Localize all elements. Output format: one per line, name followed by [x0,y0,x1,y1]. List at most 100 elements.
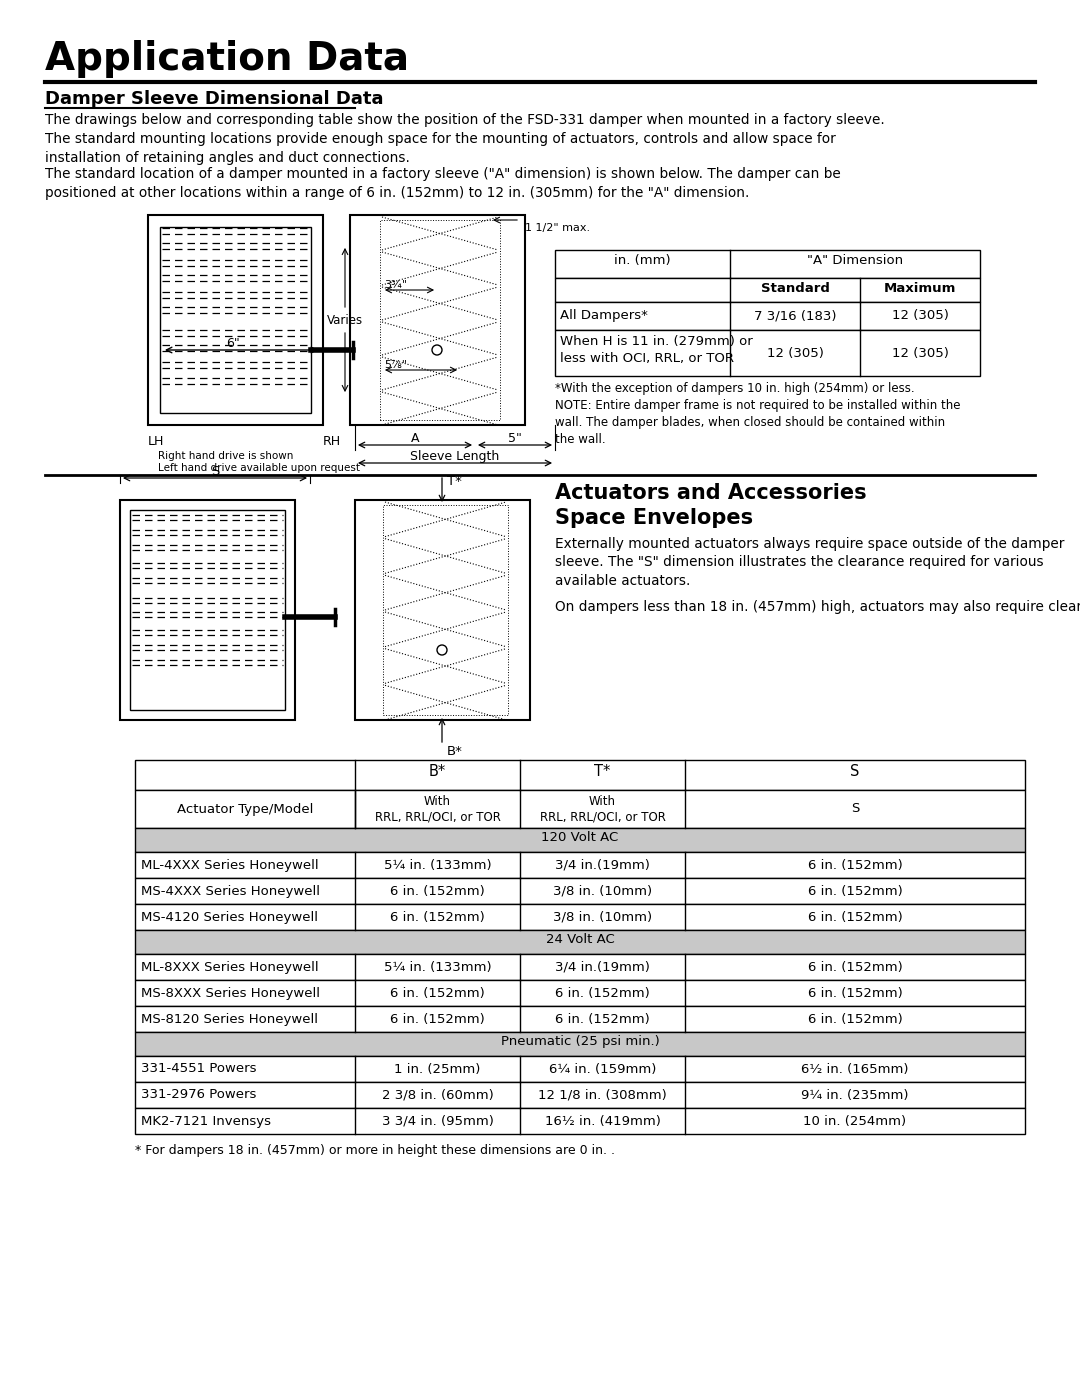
Text: 6 in. (152mm): 6 in. (152mm) [390,911,485,923]
Bar [555,330,980,376]
Bar [135,930,1025,954]
Text: 6 in. (152mm): 6 in. (152mm) [555,1013,650,1025]
Circle shape [437,645,447,655]
Text: 6 in. (152mm): 6 in. (152mm) [390,1013,485,1025]
Text: 12 (305): 12 (305) [767,346,823,359]
Text: Left hand drive available upon request: Left hand drive available upon request [158,462,360,474]
Bar [135,981,1025,1006]
Text: MS-8120 Series Honeywell: MS-8120 Series Honeywell [141,1013,318,1025]
Text: B*: B* [447,745,463,759]
Text: 6 in. (152mm): 6 in. (152mm) [808,911,903,923]
Text: Space Envelopes: Space Envelopes [555,509,753,528]
Text: MS-8XXX Series Honeywell: MS-8XXX Series Honeywell [141,986,320,999]
Text: LH: LH [148,434,164,448]
Text: 6 in. (152mm): 6 in. (152mm) [808,884,903,897]
Text: 6 in. (152mm): 6 in. (152mm) [390,986,485,999]
Text: 1 1/2" max.: 1 1/2" max. [525,224,590,233]
Circle shape [432,345,442,355]
Bar [160,226,311,414]
Text: 6¼ in. (159mm): 6¼ in. (159mm) [549,1063,657,1076]
Text: 2 3/8 in. (60mm): 2 3/8 in. (60mm) [381,1088,494,1101]
Text: ML-4XXX Series Honeywell: ML-4XXX Series Honeywell [141,859,319,872]
Text: "A" Dimension: "A" Dimension [807,254,903,267]
Text: Damper Sleeve Dimensional Data: Damper Sleeve Dimensional Data [45,89,383,108]
Text: Standard: Standard [760,282,829,295]
Bar [355,500,530,719]
Bar [130,510,285,710]
Text: With
RRL, RRL/OCI, or TOR: With RRL, RRL/OCI, or TOR [375,795,500,824]
Bar [555,302,980,330]
Text: Right hand drive is shown: Right hand drive is shown [158,451,294,461]
Bar [135,1032,1025,1056]
Text: ML-8XXX Series Honeywell: ML-8XXX Series Honeywell [141,961,319,974]
Text: 16½ in. (419mm): 16½ in. (419mm) [544,1115,661,1127]
Text: * For dampers 18 in. (457mm) or more in height these dimensions are 0 in. .: * For dampers 18 in. (457mm) or more in … [135,1144,615,1157]
Text: S: S [851,802,860,816]
Text: Sleeve Length: Sleeve Length [410,450,500,462]
Text: MS-4XXX Series Honeywell: MS-4XXX Series Honeywell [141,884,320,897]
Text: 7 3/16 (183): 7 3/16 (183) [754,310,836,323]
Bar [383,504,508,715]
Text: T*: T* [594,764,610,780]
Bar [135,789,1025,828]
Text: 6 in. (152mm): 6 in. (152mm) [390,884,485,897]
Text: On dampers less than 18 in. (457mm) high, actuators may also require clearances : On dampers less than 18 in. (457mm) high… [555,599,1080,615]
Text: Actuator Type/Model: Actuator Type/Model [177,802,313,816]
Text: S: S [211,465,219,478]
Text: 6 in. (152mm): 6 in. (152mm) [808,961,903,974]
Text: 9¼ in. (235mm): 9¼ in. (235mm) [801,1088,908,1101]
Text: S: S [850,764,860,780]
Text: Externally mounted actuators always require space outside of the damper sleeve. : Externally mounted actuators always requ… [555,536,1065,588]
Text: 12 (305): 12 (305) [892,310,948,323]
Bar [120,500,295,719]
Text: 12 (305): 12 (305) [892,346,948,359]
Text: 3¾": 3¾" [384,279,407,291]
Text: 3/8 in. (10mm): 3/8 in. (10mm) [553,884,652,897]
Bar [135,760,1025,789]
Text: 5¼ in. (133mm): 5¼ in. (133mm) [383,961,491,974]
Text: 12 1/8 in. (308mm): 12 1/8 in. (308mm) [538,1088,666,1101]
Bar [148,215,323,425]
Text: 331-2976 Powers: 331-2976 Powers [141,1088,256,1101]
Text: MS-4120 Series Honeywell: MS-4120 Series Honeywell [141,911,318,923]
Text: MK2-7121 Invensys: MK2-7121 Invensys [141,1115,271,1127]
Bar [135,1056,1025,1083]
Text: 6 in. (152mm): 6 in. (152mm) [808,986,903,999]
Text: Actuators and Accessories: Actuators and Accessories [555,483,866,503]
Bar [555,278,980,302]
Text: 6 in. (152mm): 6 in. (152mm) [808,1013,903,1025]
Text: With
RRL, RRL/OCI, or TOR: With RRL, RRL/OCI, or TOR [540,795,665,824]
Text: 331-4551 Powers: 331-4551 Powers [141,1063,257,1076]
Bar [135,1083,1025,1108]
Bar [135,877,1025,904]
Text: B*: B* [429,764,446,780]
Bar [135,828,1025,852]
Text: T*: T* [447,475,462,488]
Text: RH: RH [323,434,341,448]
Text: Application Data: Application Data [45,41,409,78]
Text: 3/8 in. (10mm): 3/8 in. (10mm) [553,911,652,923]
Text: 3 3/4 in. (95mm): 3 3/4 in. (95mm) [381,1115,494,1127]
Text: Maximum: Maximum [883,282,956,295]
Bar [135,904,1025,930]
Text: 5": 5" [508,432,522,446]
Bar [350,215,525,425]
Text: The drawings below and corresponding table show the position of the FSD-331 damp: The drawings below and corresponding tab… [45,113,885,165]
Text: All Dampers*: All Dampers* [561,310,648,323]
Text: 6½ in. (165mm): 6½ in. (165mm) [801,1063,908,1076]
Text: 6": 6" [226,337,240,351]
Text: Varies: Varies [327,313,363,327]
Text: A: A [410,432,419,446]
Text: 24 Volt AC: 24 Volt AC [545,933,615,946]
Text: 3/4 in.(19mm): 3/4 in.(19mm) [555,961,650,974]
Text: The standard location of a damper mounted in a factory sleeve ("A" dimension) is: The standard location of a damper mounte… [45,168,840,200]
Text: 5⅞": 5⅞" [384,360,407,370]
Bar [135,1006,1025,1032]
Text: 10 in. (254mm): 10 in. (254mm) [804,1115,906,1127]
Bar [135,1108,1025,1134]
Text: 6 in. (152mm): 6 in. (152mm) [808,859,903,872]
Bar [135,852,1025,877]
Text: *With the exception of dampers 10 in. high (254mm) or less.
NOTE: Entire damper : *With the exception of dampers 10 in. hi… [555,381,960,446]
Text: Pneumatic (25 psi min.): Pneumatic (25 psi min.) [501,1035,660,1048]
Text: 5¼ in. (133mm): 5¼ in. (133mm) [383,859,491,872]
